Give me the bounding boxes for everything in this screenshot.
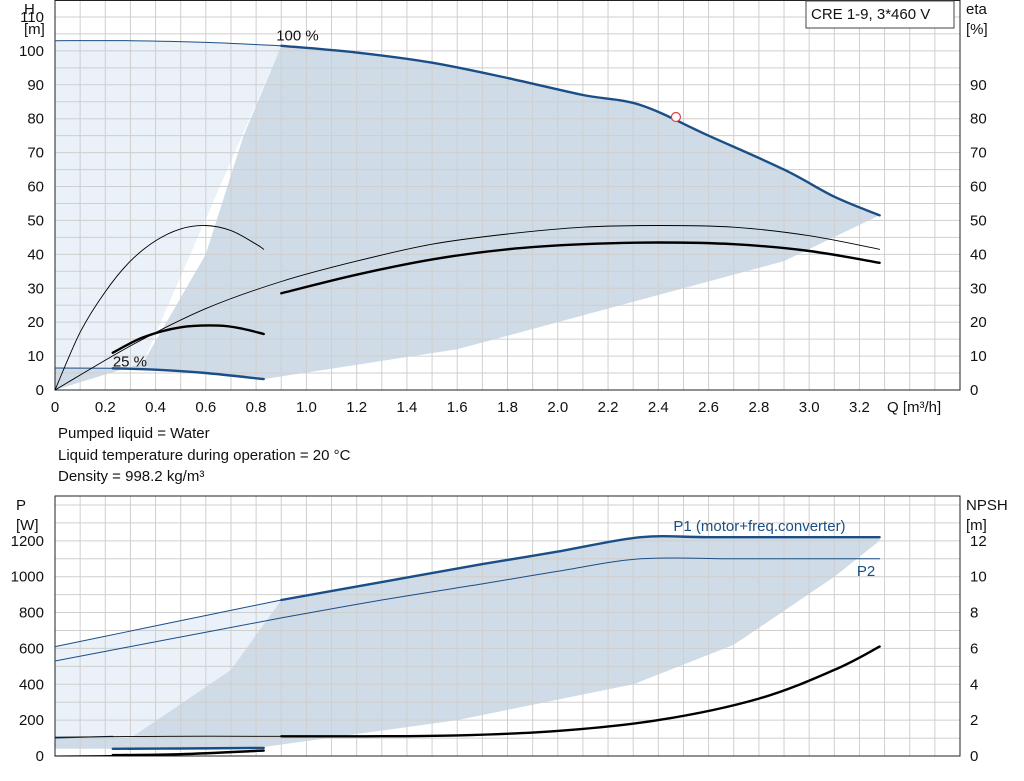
x-tick-label: 2.2 [598, 399, 619, 416]
top-y-tick-label: 100 [19, 43, 44, 60]
bottom-series-npsh [280, 645, 881, 738]
info-liquid-temperature: Liquid temperature during operation = 20… [58, 447, 351, 464]
bottom-y-axis-title: P [W] [16, 497, 39, 534]
annotation-100-percent: 100 % [276, 28, 319, 45]
x-tick-label: 1.6 [447, 399, 468, 416]
model-label: CRE 1-9, 3*460 V [811, 6, 930, 23]
annotation-25-percent: 25 % [113, 353, 147, 370]
duty-point-layer [670, 111, 682, 123]
x-tick-label: 0.2 [95, 399, 116, 416]
bottom-y2-tick-label: 8 [970, 605, 978, 622]
info-pumped-liquid: Pumped liquid = Water [58, 425, 210, 442]
top-series-eta-25 [111, 324, 265, 354]
bottom-y-tick-label: 0 [36, 748, 44, 765]
top-series-100-low-flow [54, 40, 282, 47]
bottom-y2-tick-label: 4 [970, 676, 978, 693]
annotation-p1: P1 (motor+freq.converter) [673, 518, 845, 535]
duty-point-marker [670, 111, 682, 123]
top-y-tick-label: 90 [27, 77, 44, 94]
top-y2-tick-label: 10 [970, 348, 987, 365]
top-y-axis-title: H [m] [24, 1, 45, 38]
x-tick-label: 0.8 [246, 399, 267, 416]
top-y-tick-label: 70 [27, 145, 44, 162]
top-y-tick-label: 50 [27, 212, 44, 229]
x-tick-label: 2.8 [748, 399, 769, 416]
top-y2-axis-title: eta [%] [966, 1, 988, 38]
top-series-100 [280, 44, 881, 217]
top-y-tick-label: 20 [27, 314, 44, 331]
top-series-eta-100 [280, 241, 881, 295]
x-tick-label: 1.8 [497, 399, 518, 416]
top-y2-tick-label: 20 [970, 314, 987, 331]
top-light-band [55, 40, 282, 390]
x-tick-label: 2.6 [698, 399, 719, 416]
x-tick-label: 0.6 [195, 399, 216, 416]
x-tick-label: 3.0 [799, 399, 820, 416]
top-y2-tick-label: 60 [970, 179, 987, 196]
bottom-y2-tick-label: 6 [970, 640, 978, 657]
top-y-tick-label: 30 [27, 280, 44, 297]
x-tick-label: 0.4 [145, 399, 166, 416]
x-tick-label: 3.2 [849, 399, 870, 416]
bottom-plot-frame [54, 495, 961, 757]
top-y2-tick-label: 40 [970, 246, 987, 263]
bottom-y2-axis-title: NPSH [m] [966, 497, 1008, 534]
annotation-p2: P2 [857, 563, 875, 580]
top-y-tick-label: 60 [27, 179, 44, 196]
top-y-tick-label: 10 [27, 348, 44, 365]
bottom-series-p1-25 [111, 746, 265, 750]
x-tick-label: 2.0 [547, 399, 568, 416]
bottom-y-tick-label: 200 [19, 712, 44, 729]
plot-frames [54, 0, 961, 757]
top-series-eta-100-thin [54, 225, 881, 391]
model-label-box [805, 0, 955, 29]
top-operating-band [55, 45, 880, 391]
bottom-y-tick-label: 400 [19, 676, 44, 693]
bottom-series-p1-motor-freq-converter [280, 534, 881, 602]
top-y2-tick-label: 70 [970, 145, 987, 162]
top-y-tick-label: 80 [27, 111, 44, 128]
top-y2-tick-label: 30 [970, 280, 987, 297]
bottom-series-p1-low-flow [54, 599, 282, 648]
top-y2-tick-label: 90 [970, 77, 987, 94]
bottom-y2-tick-label: 12 [970, 533, 987, 550]
top-y2-tick-label: 80 [970, 111, 987, 128]
bottom-y-tick-label: 1000 [11, 569, 44, 586]
x-tick-label: 1.0 [296, 399, 317, 416]
bottom-y2-tick-label: 2 [970, 712, 978, 729]
top-y-tick-label: 40 [27, 246, 44, 263]
tick-labels: 0 0.2 0.4 0.6 0.8 1.0 1.2 1.4 1.6 1.8 2.0 2.2 2.4 2.6… [11, 9, 987, 765]
bottom-y2-tick-label: 10 [970, 569, 987, 586]
x-tick-label: 1.4 [397, 399, 418, 416]
operating-range-bands [55, 40, 880, 749]
top-y-tick-label: 0 [36, 382, 44, 399]
top-y-tick-label: 110 [20, 9, 44, 26]
top-series-25 [111, 367, 265, 381]
top-plot-frame [54, 0, 961, 391]
curves-layer [54, 40, 881, 757]
top-series-eta-25-thin [54, 225, 265, 391]
bottom-light-band [55, 600, 282, 739]
bottom-y2-tick-label: 0 [970, 748, 978, 765]
x-tick-label: 2.4 [648, 399, 669, 416]
bottom-operating-band [55, 537, 880, 749]
bottom-y-tick-label: 800 [19, 605, 44, 622]
info-density: Density = 998.2 kg/m³ [58, 468, 204, 485]
bottom-y-tick-label: 1200 [11, 533, 44, 550]
top-y2-tick-label: 0 [970, 382, 978, 399]
bottom-series-npsh-low-flow [54, 735, 282, 738]
top-y2-tick-label: 50 [970, 212, 987, 229]
x-tick-label: 0 [51, 399, 59, 416]
top-x-axis-title: Q [m³/h] [887, 399, 941, 416]
x-tick-label: 1.2 [346, 399, 367, 416]
bottom-series-p2 [54, 557, 881, 662]
bottom-y-tick-label: 600 [19, 640, 44, 657]
bottom-series-npsh-25-thin [54, 750, 265, 757]
